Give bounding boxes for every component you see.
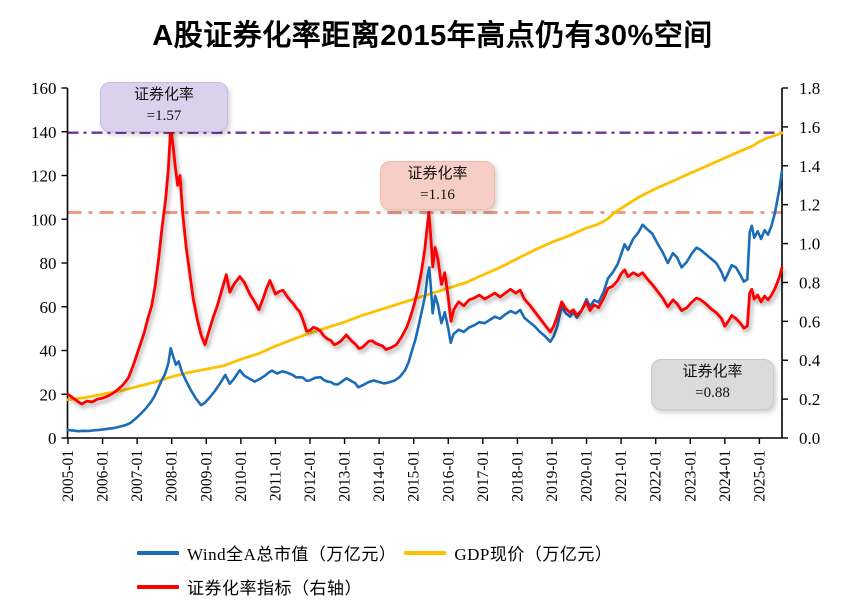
y-right-tick-label: 0.6 [799,312,820,331]
y-left-tick-label: 120 [31,167,57,186]
chart-legend: Wind全A总市值（万亿元） GDP现价（万亿元） 证券化率指标（右轴） [137,540,612,599]
y-right-tick-label: 1.2 [799,196,820,215]
x-tick-label: 2010-01 [233,450,250,502]
x-tick-label: 2009-01 [198,450,215,502]
callout-current-level: 证券化率 =0.88 [651,359,774,410]
y-right-tick-label: 0.8 [799,273,820,292]
y-right-tick-label: 0.0 [799,429,820,448]
x-tick-label: 2015-01 [406,450,423,502]
y-left-tick-label: 160 [31,79,57,98]
y-left-tick-label: 80 [40,254,57,273]
x-tick-label: 2025-01 [751,450,768,502]
y-left-tick-label: 100 [31,210,57,229]
y-right-tick-label: 0.2 [799,390,820,409]
x-tick-label: 2019-01 [544,450,561,502]
y-right-tick-label: 1.6 [799,118,820,137]
y-right-tick-label: 1.8 [799,79,820,98]
y-left-tick-label: 60 [40,298,57,317]
x-tick-label: 2013-01 [337,450,354,502]
legend-label-ratio: 证券化率指标（右轴） [187,579,362,598]
callout-label: 证券化率 [682,364,743,380]
y-left-tick-label: 40 [40,342,57,361]
y-right-tick-label: 1.0 [799,235,820,254]
callout-label: 证券化率 [133,87,194,103]
callout-2015-high: 证券化率 =1.16 [380,161,495,210]
series-line-gdp [66,131,784,402]
chart-title: A股证券化率距离2015年高点仍有30%空间 [152,20,713,52]
legend-row-2: 证券化率指标（右轴） [137,574,612,599]
y-right-tick-label: 1.4 [799,157,821,176]
x-tick-label: 2021-01 [613,450,630,502]
x-tick-label: 2020-01 [579,450,596,502]
callout-value: =0.88 [695,385,730,401]
y-left-tick-label: 20 [40,385,57,404]
x-tick-label: 2023-01 [682,450,699,502]
callout-2007-high: 证券化率 =1.57 [100,82,228,132]
x-tick-label: 2016-01 [440,450,457,502]
x-tick-label: 2005-01 [60,450,77,502]
callout-label: 证券化率 [407,166,468,182]
x-tick-label: 2006-01 [95,450,112,502]
x-tick-label: 2024-01 [717,450,734,502]
legend-label-market-cap: Wind全A总市值（万亿元） [187,545,397,564]
y-right-tick-label: 0.4 [799,351,821,370]
legend-swatch-ratio [137,584,179,589]
x-tick-label: 2018-01 [509,450,526,502]
legend-swatch-gdp [404,550,447,555]
series-line-securitization-ratio [66,125,784,406]
x-tick-label: 2017-01 [475,450,492,502]
x-tick-label: 2014-01 [371,450,388,502]
callout-value: =1.16 [420,187,455,203]
series-line-market-cap [66,169,784,433]
x-tick-label: 2022-01 [648,450,665,502]
legend-swatch-market-cap [137,550,179,555]
legend-row-1: Wind全A总市值（万亿元） GDP现价（万亿元） [137,540,612,565]
x-tick-label: 2008-01 [164,450,181,502]
x-tick-label: 2007-01 [129,450,146,502]
y-left-tick-label: 0 [48,429,57,448]
legend-label-gdp: GDP现价（万亿元） [454,545,613,564]
callout-value: =1.57 [146,108,182,124]
x-tick-label: 2012-01 [302,450,319,502]
x-tick-label: 2011-01 [267,450,284,501]
y-left-tick-label: 140 [31,123,57,142]
